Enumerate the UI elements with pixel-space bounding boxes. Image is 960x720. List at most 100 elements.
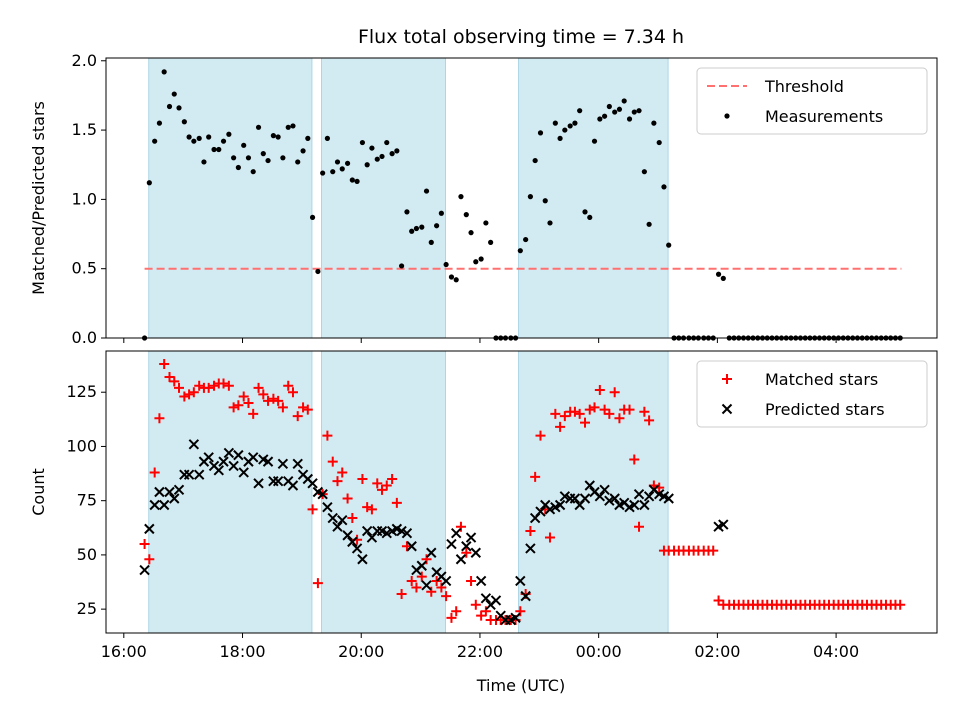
y-tick-label: 0.5: [72, 259, 97, 278]
data-point: [309, 214, 316, 221]
axes-frame: [105, 57, 938, 339]
data-point: [468, 230, 474, 236]
data-point: [594, 385, 605, 396]
data-point: [396, 525, 407, 537]
data-point: [663, 493, 674, 504]
data-point: [554, 499, 566, 511]
data-point: [169, 376, 180, 387]
data-point: [268, 393, 279, 404]
data-point: [579, 493, 591, 504]
data-point: [156, 120, 163, 126]
data-point: [406, 541, 417, 552]
data-point: [389, 151, 395, 157]
data-point: [144, 554, 155, 565]
data-point: [639, 406, 650, 417]
data-point: [470, 599, 481, 610]
data-point: [184, 389, 195, 400]
data-point: [490, 595, 502, 606]
data-point: [530, 471, 541, 482]
data-point: [466, 575, 477, 586]
data-point: [406, 575, 417, 586]
data-point: [209, 380, 220, 391]
data-point: [270, 133, 276, 139]
data-point: [440, 575, 452, 587]
data-point: [161, 69, 167, 75]
data-point: [591, 138, 598, 144]
data-point: [641, 169, 647, 175]
data-point: [357, 473, 368, 484]
chart-title: Flux total observing time = 7.34 h: [358, 26, 684, 48]
data-point: [317, 488, 328, 500]
data-point: [263, 395, 274, 406]
data-point: [362, 502, 373, 513]
y-tick-label: 2.0: [72, 51, 97, 70]
data-point: [337, 467, 348, 478]
data-point: [465, 532, 477, 543]
data-point: [567, 123, 573, 129]
data-point: [473, 259, 479, 265]
data-point: [203, 382, 214, 393]
data-point: [169, 493, 180, 504]
data-point: [419, 224, 425, 230]
data-point: [154, 413, 165, 424]
x-axis-label: Time (UTC): [476, 676, 565, 695]
data-point: [552, 120, 558, 126]
y-tick-label: 50: [77, 545, 97, 564]
data-point: [438, 210, 444, 216]
data-point: [280, 155, 286, 161]
series-measurements: [141, 69, 903, 341]
data-point: [332, 521, 343, 532]
data-point: [381, 480, 392, 491]
data-point: [629, 454, 640, 465]
data-point: [139, 564, 150, 576]
data-point: [213, 465, 224, 476]
data-point: [228, 460, 239, 472]
x-tick-label: 16:00: [101, 642, 147, 661]
data-point: [569, 406, 580, 417]
data-point: [421, 580, 432, 591]
data-point: [451, 606, 462, 617]
data-point: [510, 612, 521, 624]
data-point: [248, 408, 259, 419]
legend-plus-swatch: [722, 374, 732, 384]
ratio-panel: 0.0 0.5 1.0 1.5 2.0 Matched/Predicted stars Th…: [29, 51, 938, 347]
data-point: [347, 513, 358, 524]
observing-window-band: [321, 350, 446, 634]
observing-window-band: [518, 57, 669, 339]
data-point: [599, 484, 610, 496]
data-point: [636, 108, 642, 114]
legend-label: Predicted stars: [765, 400, 885, 419]
data-point: [475, 575, 487, 587]
data-point: [149, 499, 160, 511]
x-tick-label: 20:00: [338, 642, 384, 661]
data-point: [218, 456, 229, 467]
data-point: [262, 456, 274, 467]
data-point: [290, 123, 296, 129]
data-point: [344, 160, 351, 166]
y-tick-label: 1.0: [72, 189, 97, 208]
data-point: [334, 159, 341, 165]
data-point: [644, 415, 655, 426]
data-point: [211, 146, 217, 153]
data-point: [401, 541, 412, 552]
data-point: [458, 194, 464, 200]
data-point: [194, 380, 205, 391]
legend-cross-swatch: [721, 403, 733, 415]
data-point: [158, 499, 170, 511]
data-point: [562, 127, 568, 133]
data-point: [602, 113, 608, 119]
y-tick-label: 75: [77, 491, 97, 510]
legend-box: [696, 67, 928, 135]
data-point: [421, 554, 432, 565]
data-point: [569, 493, 581, 504]
data-point: [517, 248, 523, 254]
data-point: [302, 404, 313, 415]
data-point: [275, 134, 281, 140]
data-point: [446, 538, 457, 550]
data-point: [448, 274, 455, 280]
data-point: [173, 484, 185, 496]
data-point: [535, 430, 546, 441]
data-point: [895, 599, 906, 610]
data-point: [559, 491, 571, 502]
data-point: [277, 402, 288, 413]
